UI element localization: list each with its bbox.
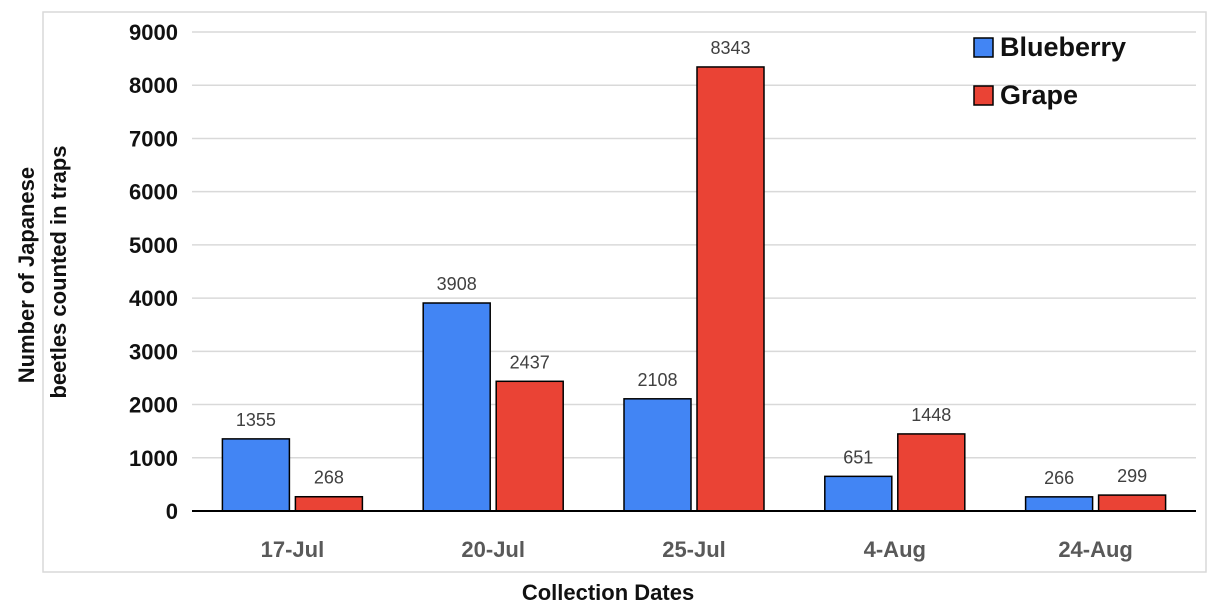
data-label: 651 bbox=[843, 447, 873, 467]
legend-swatch-grape bbox=[973, 85, 994, 106]
y-axis-title-line-1: Number of Japanese bbox=[14, 167, 39, 383]
y-tick-label: 8000 bbox=[129, 73, 178, 98]
bar-blueberry-17-jul bbox=[221, 438, 291, 512]
bar-grape-24-aug bbox=[1097, 494, 1167, 512]
legend-swatch-blueberry bbox=[973, 37, 994, 58]
x-tick-label: 20-Jul bbox=[461, 537, 525, 562]
gridlines bbox=[192, 31, 1196, 459]
y-axis-title: Number of Japanese beetles counted in tr… bbox=[14, 145, 71, 398]
y-tick-label: 4000 bbox=[129, 286, 178, 311]
data-label: 8343 bbox=[710, 38, 750, 58]
y-tick-label: 2000 bbox=[129, 393, 178, 418]
y-tick-label: 0 bbox=[166, 499, 178, 524]
data-label: 2437 bbox=[510, 352, 550, 372]
y-tick-label: 1000 bbox=[129, 446, 178, 471]
legend-label: Grape bbox=[1000, 80, 1078, 110]
data-label: 266 bbox=[1044, 468, 1074, 488]
data-label: 268 bbox=[314, 468, 344, 488]
x-axis-ticks: 17-Jul 20-Jul 25-Jul 4-Aug 24-Aug bbox=[261, 537, 1133, 562]
y-tick-label: 6000 bbox=[129, 180, 178, 205]
y-axis-ticks: 0 1000 2000 3000 4000 5000 6000 7000 8000 9000 bbox=[129, 20, 178, 524]
data-label: 1355 bbox=[236, 410, 276, 430]
x-axis-title: Collection Dates bbox=[522, 580, 694, 605]
y-tick-label: 9000 bbox=[129, 20, 178, 45]
bar-blueberry-4-aug bbox=[824, 475, 893, 512]
x-tick-label: 4-Aug bbox=[864, 537, 926, 562]
data-label: 1448 bbox=[911, 405, 951, 425]
legend: Blueberry Grape bbox=[973, 32, 1126, 110]
data-labels: 1355 268 3908 2437 2108 8343 651 1448 266 299 bbox=[236, 38, 1147, 488]
data-label: 299 bbox=[1117, 466, 1147, 486]
y-tick-label: 5000 bbox=[129, 233, 178, 258]
data-label: 3908 bbox=[437, 274, 477, 294]
bar-grape-17-jul bbox=[294, 495, 364, 512]
y-tick-label: 7000 bbox=[129, 126, 178, 151]
data-label: 2108 bbox=[637, 370, 677, 390]
x-tick-label: 24-Aug bbox=[1058, 537, 1133, 562]
bar-grape-4-aug bbox=[897, 433, 966, 512]
bar-grape-25-jul bbox=[696, 66, 765, 512]
bar-blueberry-25-jul bbox=[623, 398, 692, 512]
bar-blueberry-20-jul bbox=[422, 302, 491, 512]
x-tick-label: 25-Jul bbox=[662, 537, 726, 562]
bar-blueberry-24-aug bbox=[1024, 496, 1094, 512]
x-tick-label: 17-Jul bbox=[261, 537, 325, 562]
y-axis-title-line-2: beetles counted in traps bbox=[46, 145, 71, 398]
bar-grape-20-jul bbox=[495, 380, 564, 512]
y-tick-label: 3000 bbox=[129, 339, 178, 364]
legend-label: Blueberry bbox=[1000, 32, 1126, 62]
